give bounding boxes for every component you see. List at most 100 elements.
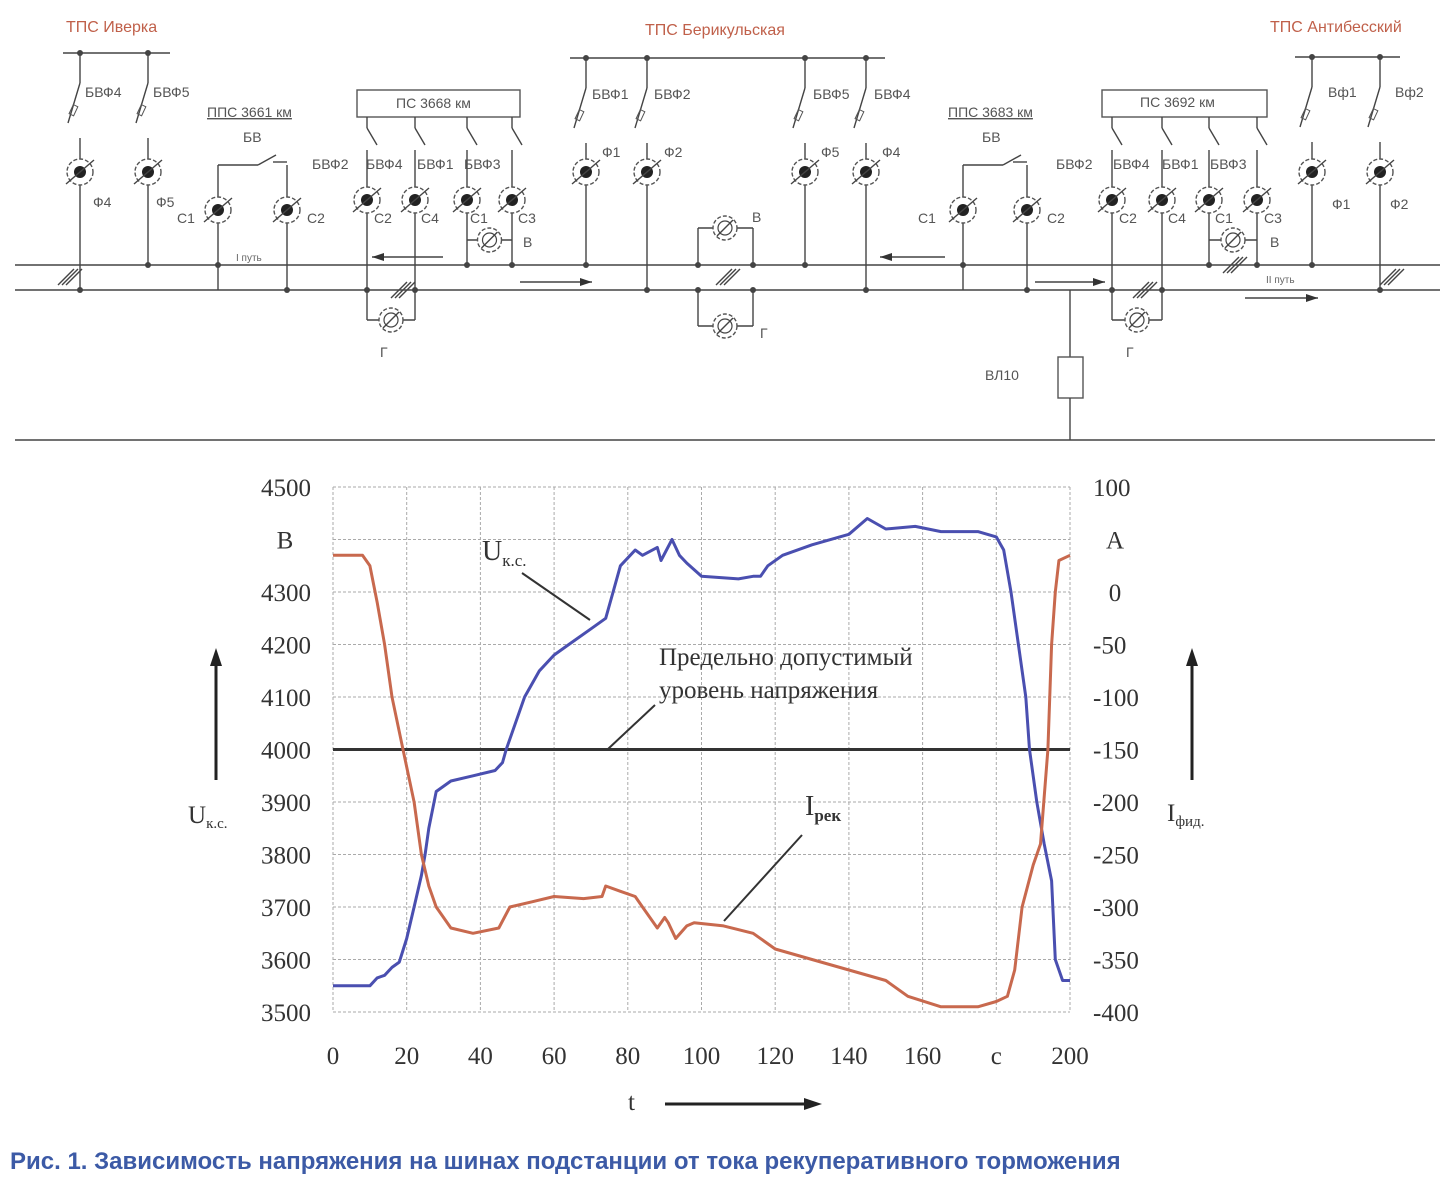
bypass-label: В bbox=[523, 234, 532, 250]
y-left-tick-label: 3800 bbox=[261, 843, 311, 870]
switch-label: БВ bbox=[982, 129, 1001, 145]
i-leader-line bbox=[723, 834, 803, 922]
switch-label: БВФ4 bbox=[366, 156, 403, 172]
switch-blade bbox=[1299, 86, 1313, 128]
switch-blade bbox=[1111, 127, 1123, 146]
arrow-head-icon bbox=[1306, 294, 1318, 302]
breaker-slash bbox=[1365, 159, 1395, 185]
switch-label: БВФ1 bbox=[1162, 156, 1199, 172]
switch-contact bbox=[68, 103, 79, 117]
section-break bbox=[1136, 281, 1154, 299]
breaker-slash bbox=[948, 197, 978, 223]
section-label: С4 bbox=[421, 210, 439, 226]
breaker-slash bbox=[1194, 187, 1224, 213]
series-label-i: Iрек bbox=[805, 791, 841, 825]
traction-power-schematic: ТПС Иверка ТПС Берикульская ТПС Антибесс… bbox=[15, 19, 1440, 441]
switch-label: БВФ4 bbox=[874, 86, 911, 102]
y-right-tick-label: 0 bbox=[1109, 580, 1122, 607]
switch-blade bbox=[1256, 127, 1268, 146]
substation-title: ППС 3683 км bbox=[948, 104, 1033, 120]
y-left-axis-title: Uк.с. bbox=[188, 802, 228, 832]
switch-label: БВФ5 bbox=[153, 84, 190, 100]
y-right-tick-label: -50 bbox=[1093, 633, 1126, 660]
breaker-slash bbox=[452, 187, 482, 213]
section-break bbox=[398, 281, 416, 299]
x-axis-ticks: 0 20 40 60 80 100 120 140 160 с 200 bbox=[327, 1043, 1089, 1070]
switch-blade bbox=[1002, 154, 1022, 166]
y-left-tick-label: В bbox=[277, 528, 294, 555]
feeder-label: Ф5 bbox=[821, 144, 840, 160]
section-break bbox=[723, 268, 741, 286]
y-right-tick-label: -250 bbox=[1093, 843, 1139, 870]
disconnector-ring bbox=[481, 232, 498, 248]
breaker-slash bbox=[133, 159, 163, 185]
breaker-slash bbox=[203, 197, 233, 223]
y-left-axis-ticks: 4500 В 4300 4200 4100 4000 3900 3800 3700 3600 350… bbox=[261, 475, 311, 1027]
section-break bbox=[61, 268, 79, 286]
breaker-slash bbox=[1297, 159, 1327, 185]
y-left-tick-label: 3500 bbox=[261, 1000, 311, 1027]
y-left-tick-label: 3600 bbox=[261, 948, 311, 975]
track-label: I путь bbox=[236, 253, 262, 264]
breaker-slash bbox=[1147, 187, 1177, 213]
feeder-label: Ф2 bbox=[1390, 196, 1409, 212]
feeder-label: Ф5 bbox=[156, 194, 175, 210]
switch-label: БВФ3 bbox=[464, 156, 501, 172]
switch-contact bbox=[635, 108, 646, 122]
disconnector-ring bbox=[717, 220, 733, 236]
section-break bbox=[1379, 268, 1397, 286]
substation-title: ППС 3661 км bbox=[207, 104, 292, 120]
section-break bbox=[1383, 268, 1401, 286]
breaker-slash bbox=[571, 159, 601, 185]
bypass-label: Г bbox=[380, 344, 388, 360]
section-break bbox=[715, 268, 733, 286]
u-leader-line bbox=[521, 572, 591, 621]
arrow-head-icon bbox=[210, 648, 222, 666]
section-label: С3 bbox=[1264, 210, 1282, 226]
junction-dot bbox=[509, 262, 515, 268]
switch-label: Вф2 bbox=[1395, 84, 1424, 100]
junction-dot bbox=[695, 262, 701, 268]
junction-dot bbox=[1309, 262, 1315, 268]
arrow-head-icon bbox=[1093, 278, 1105, 286]
disconnector-slash bbox=[1224, 231, 1242, 249]
y-right-axis-ticks: 100 А 0 -50 -100 -150 -200 -250 -300 -350 -400 bbox=[1093, 475, 1139, 1027]
section-label: С1 bbox=[470, 210, 488, 226]
junction-dot bbox=[644, 287, 650, 293]
x-axis-title: t bbox=[628, 1089, 635, 1116]
disconnector-slash bbox=[1128, 311, 1146, 329]
section-break bbox=[1140, 281, 1158, 299]
y-left-tick-label: 4000 bbox=[261, 738, 311, 765]
y-right-axis-title: Iфид. bbox=[1167, 800, 1204, 830]
series-label-u: Uк.с. bbox=[482, 536, 527, 570]
switch-label: БВФ2 bbox=[1056, 156, 1093, 172]
breaker-slash bbox=[400, 187, 430, 213]
arrow-head-icon bbox=[580, 278, 592, 286]
substation-title: ПС 3692 км bbox=[1140, 94, 1215, 110]
switch-label: Вф1 bbox=[1328, 84, 1357, 100]
section-break bbox=[1226, 256, 1244, 274]
feeder-label: Ф2 bbox=[664, 144, 683, 160]
chart-grid bbox=[332, 486, 1071, 1013]
section-break bbox=[1222, 256, 1240, 274]
x-tick-label: 40 bbox=[468, 1043, 493, 1070]
switch-contact bbox=[1300, 107, 1311, 121]
switch-contact bbox=[574, 108, 585, 122]
voltage-current-chart: 0 20 40 60 80 100 120 140 160 с 200 4500В430042004… bbox=[188, 475, 1204, 1116]
switch-label: БВФ5 bbox=[813, 86, 850, 102]
junction-dot bbox=[284, 287, 290, 293]
series-line-current bbox=[333, 553, 1071, 1009]
arrow-head-icon bbox=[1186, 648, 1198, 666]
section-break bbox=[1230, 256, 1248, 274]
x-tick-label: 160 bbox=[904, 1043, 942, 1070]
breaker-slash bbox=[1097, 187, 1127, 213]
section-break bbox=[390, 281, 408, 299]
y-left-tick-label: 4500 bbox=[261, 475, 311, 502]
switch-blade bbox=[634, 87, 648, 129]
junction-dot bbox=[695, 287, 701, 293]
post-box bbox=[356, 89, 521, 118]
breaker-slash bbox=[851, 159, 881, 185]
x-tick-label: 120 bbox=[756, 1043, 794, 1070]
switch-blade bbox=[135, 82, 149, 124]
x-tick-label: 60 bbox=[542, 1043, 567, 1070]
